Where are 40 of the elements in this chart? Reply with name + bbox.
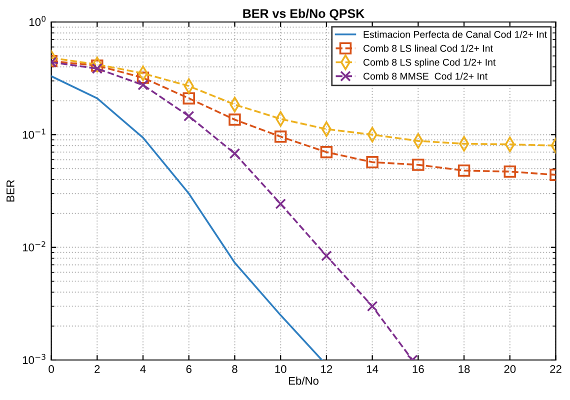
x-tick-label: 12 bbox=[321, 365, 332, 373]
point bbox=[321, 250, 332, 262]
x-tick-label: 14 bbox=[366, 365, 378, 373]
x-axis-title: Eb/No bbox=[288, 376, 318, 385]
legend-label: Comb 8 LS spline Cod 1/2+ Int bbox=[363, 58, 496, 68]
x-tick-label: 6 bbox=[186, 365, 192, 374]
x-tick-label: 8 bbox=[232, 365, 238, 374]
y-tick-label: 10$^{−3}$ bbox=[22, 354, 46, 364]
x-tick-label: 18 bbox=[458, 365, 470, 374]
point bbox=[366, 300, 378, 312]
line-series bbox=[51, 75, 323, 360]
y-tick-label: 10$^{0}$ bbox=[30, 16, 46, 26]
point bbox=[138, 80, 148, 90]
x-tick-label: 0 bbox=[48, 365, 54, 374]
point bbox=[275, 198, 286, 210]
point bbox=[320, 146, 333, 158]
x-tick-label: 2 bbox=[94, 365, 100, 373]
point bbox=[92, 63, 103, 74]
point bbox=[136, 72, 150, 84]
point bbox=[274, 130, 287, 143]
y-tick-label: 10$^{−2}$ bbox=[22, 241, 46, 252]
point bbox=[504, 165, 516, 178]
point bbox=[412, 158, 424, 171]
x-tick-label: 22 bbox=[550, 365, 562, 373]
point bbox=[366, 156, 378, 168]
point bbox=[182, 92, 195, 104]
point bbox=[458, 164, 470, 177]
point bbox=[228, 114, 241, 126]
chart-title: BER vs Eb/No QPSK bbox=[243, 8, 365, 20]
point bbox=[229, 148, 240, 159]
legend-label: Comb 8 MMSE Cod 1/2+ Int bbox=[363, 72, 488, 80]
x-tick-label: 4 bbox=[140, 365, 146, 373]
y-tick-label: 10$^{−1}$ bbox=[22, 128, 46, 139]
x-tick-label: 20 bbox=[504, 365, 516, 374]
y-axis-title: BER bbox=[6, 180, 14, 202]
x-tick-label: 10 bbox=[275, 365, 286, 374]
point bbox=[183, 110, 194, 122]
legend-label: Estimacion Perfecta de Canal Cod 1/2+ Int bbox=[364, 30, 547, 38]
legend-label: Comb 8 LS lineal Cod 1/2+ Int bbox=[363, 44, 493, 52]
x-tick-label: 16 bbox=[412, 365, 424, 374]
